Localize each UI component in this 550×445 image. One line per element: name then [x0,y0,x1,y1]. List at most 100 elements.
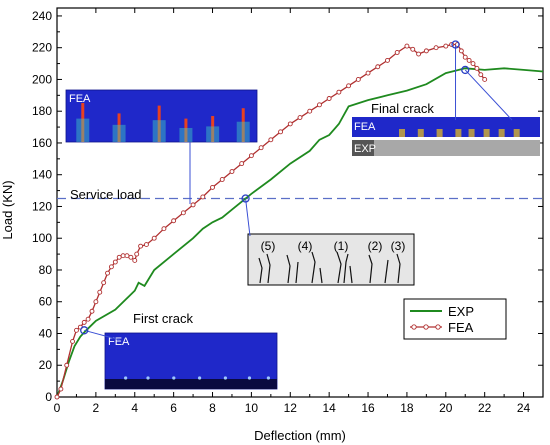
exp-beam-photo [352,140,540,156]
y-tick-label: 220 [32,41,52,55]
fea-point [89,308,95,314]
x-tick-label: 0 [54,401,61,415]
legend-marker [411,324,417,330]
crack-spot [513,129,520,137]
fea-point [81,319,87,325]
x-tick-label: 24 [517,401,531,415]
crack-line [368,254,373,284]
crack-number: (2) [368,239,383,253]
callout-final-exp [464,69,513,121]
y-tick-label: 60 [39,295,53,309]
fea-point [112,259,118,265]
fea-point [171,218,177,224]
fea-inset-2: FEA [104,332,278,390]
fea-point [54,394,60,400]
crack-spot [455,129,462,137]
fea-point [143,242,149,248]
fea-point [151,235,157,241]
fea-point [346,83,352,89]
axis-ticks: 0 2 4 6 8 10 12 14 16 18 20 22 240204060801001201401… [32,8,543,415]
crack-line [286,254,291,284]
fea-point [180,210,186,216]
y-tick-label: 100 [32,231,52,245]
y-tick-label: 20 [39,358,53,372]
fea-point [394,50,400,55]
x-tick-label: 20 [439,401,453,415]
crack-number: (4) [298,239,313,253]
crack-spot [498,129,505,137]
crack-band [184,118,188,142]
fea-point [128,254,134,260]
crack-number: (3) [391,239,406,253]
x-axis-label: Deflection (mm) [254,428,346,443]
crack-line [266,253,271,284]
fea-point [462,54,468,60]
crack-band [157,105,161,142]
fea-point [258,145,264,151]
fea-point [105,270,110,276]
crack-line [343,253,349,284]
crack-number: (5) [261,239,276,253]
crack-dot [247,376,252,380]
inset-label: FEA [354,121,376,133]
final-marker-exp [461,65,470,75]
crack-spot [483,129,490,137]
fea-point [365,70,371,76]
fea-point [134,251,140,257]
text-labels: Deflection (mm) Load (KN) Service load F… [0,101,434,443]
fea-point [297,115,303,121]
fea-point [470,61,476,67]
fea-point [161,226,167,232]
fea-inset-1: FEA [65,89,258,143]
fea-point [120,253,126,259]
fea-point [64,362,70,368]
crack-dot [266,376,270,380]
callout-first-crack [84,329,121,341]
fea-point [200,194,206,200]
crack-dot [198,376,202,380]
fea-point [70,338,76,344]
crack-dot [172,376,176,380]
fea-point [482,76,488,82]
fea-point [190,202,196,208]
x-tick-label: 4 [131,401,138,415]
final-crack-label: Final crack [371,101,434,116]
legend-box [403,298,507,340]
x-tick-label: 18 [400,401,414,415]
legend-label-fea: FEA [448,320,474,335]
x-tick-label: 22 [478,401,492,415]
fea-point [73,327,79,333]
fea-point [474,65,480,71]
crack-line [349,265,353,284]
plot-frame [56,7,544,398]
stress-band [152,120,166,142]
final-marker-fea [451,40,460,49]
crack-band [241,108,245,142]
fea-point [423,48,429,54]
fea-point [404,43,410,49]
crack-pattern-inset: (5) (4) (1) (2) (3) [247,233,415,286]
fea-point [410,46,416,52]
fea-point [97,289,103,295]
fea-point [58,386,64,392]
fea-point [307,108,313,114]
crack-line [258,257,263,284]
crack-band [81,103,85,142]
fea-point [124,253,130,259]
beam-base [105,379,277,389]
crack-spot [399,129,405,137]
crack-line [396,253,401,284]
fea-point [316,102,322,108]
crack-dot [124,376,128,380]
fea-point [116,254,122,260]
fea-point [93,299,99,305]
fea-point [229,169,235,174]
fea-point [101,280,107,286]
fea-point [132,258,138,263]
x-tick-label: 8 [209,401,216,415]
y-tick-label: 160 [32,136,52,150]
x-tick-label: 2 [93,401,100,415]
y-tick-label: 240 [32,9,52,23]
